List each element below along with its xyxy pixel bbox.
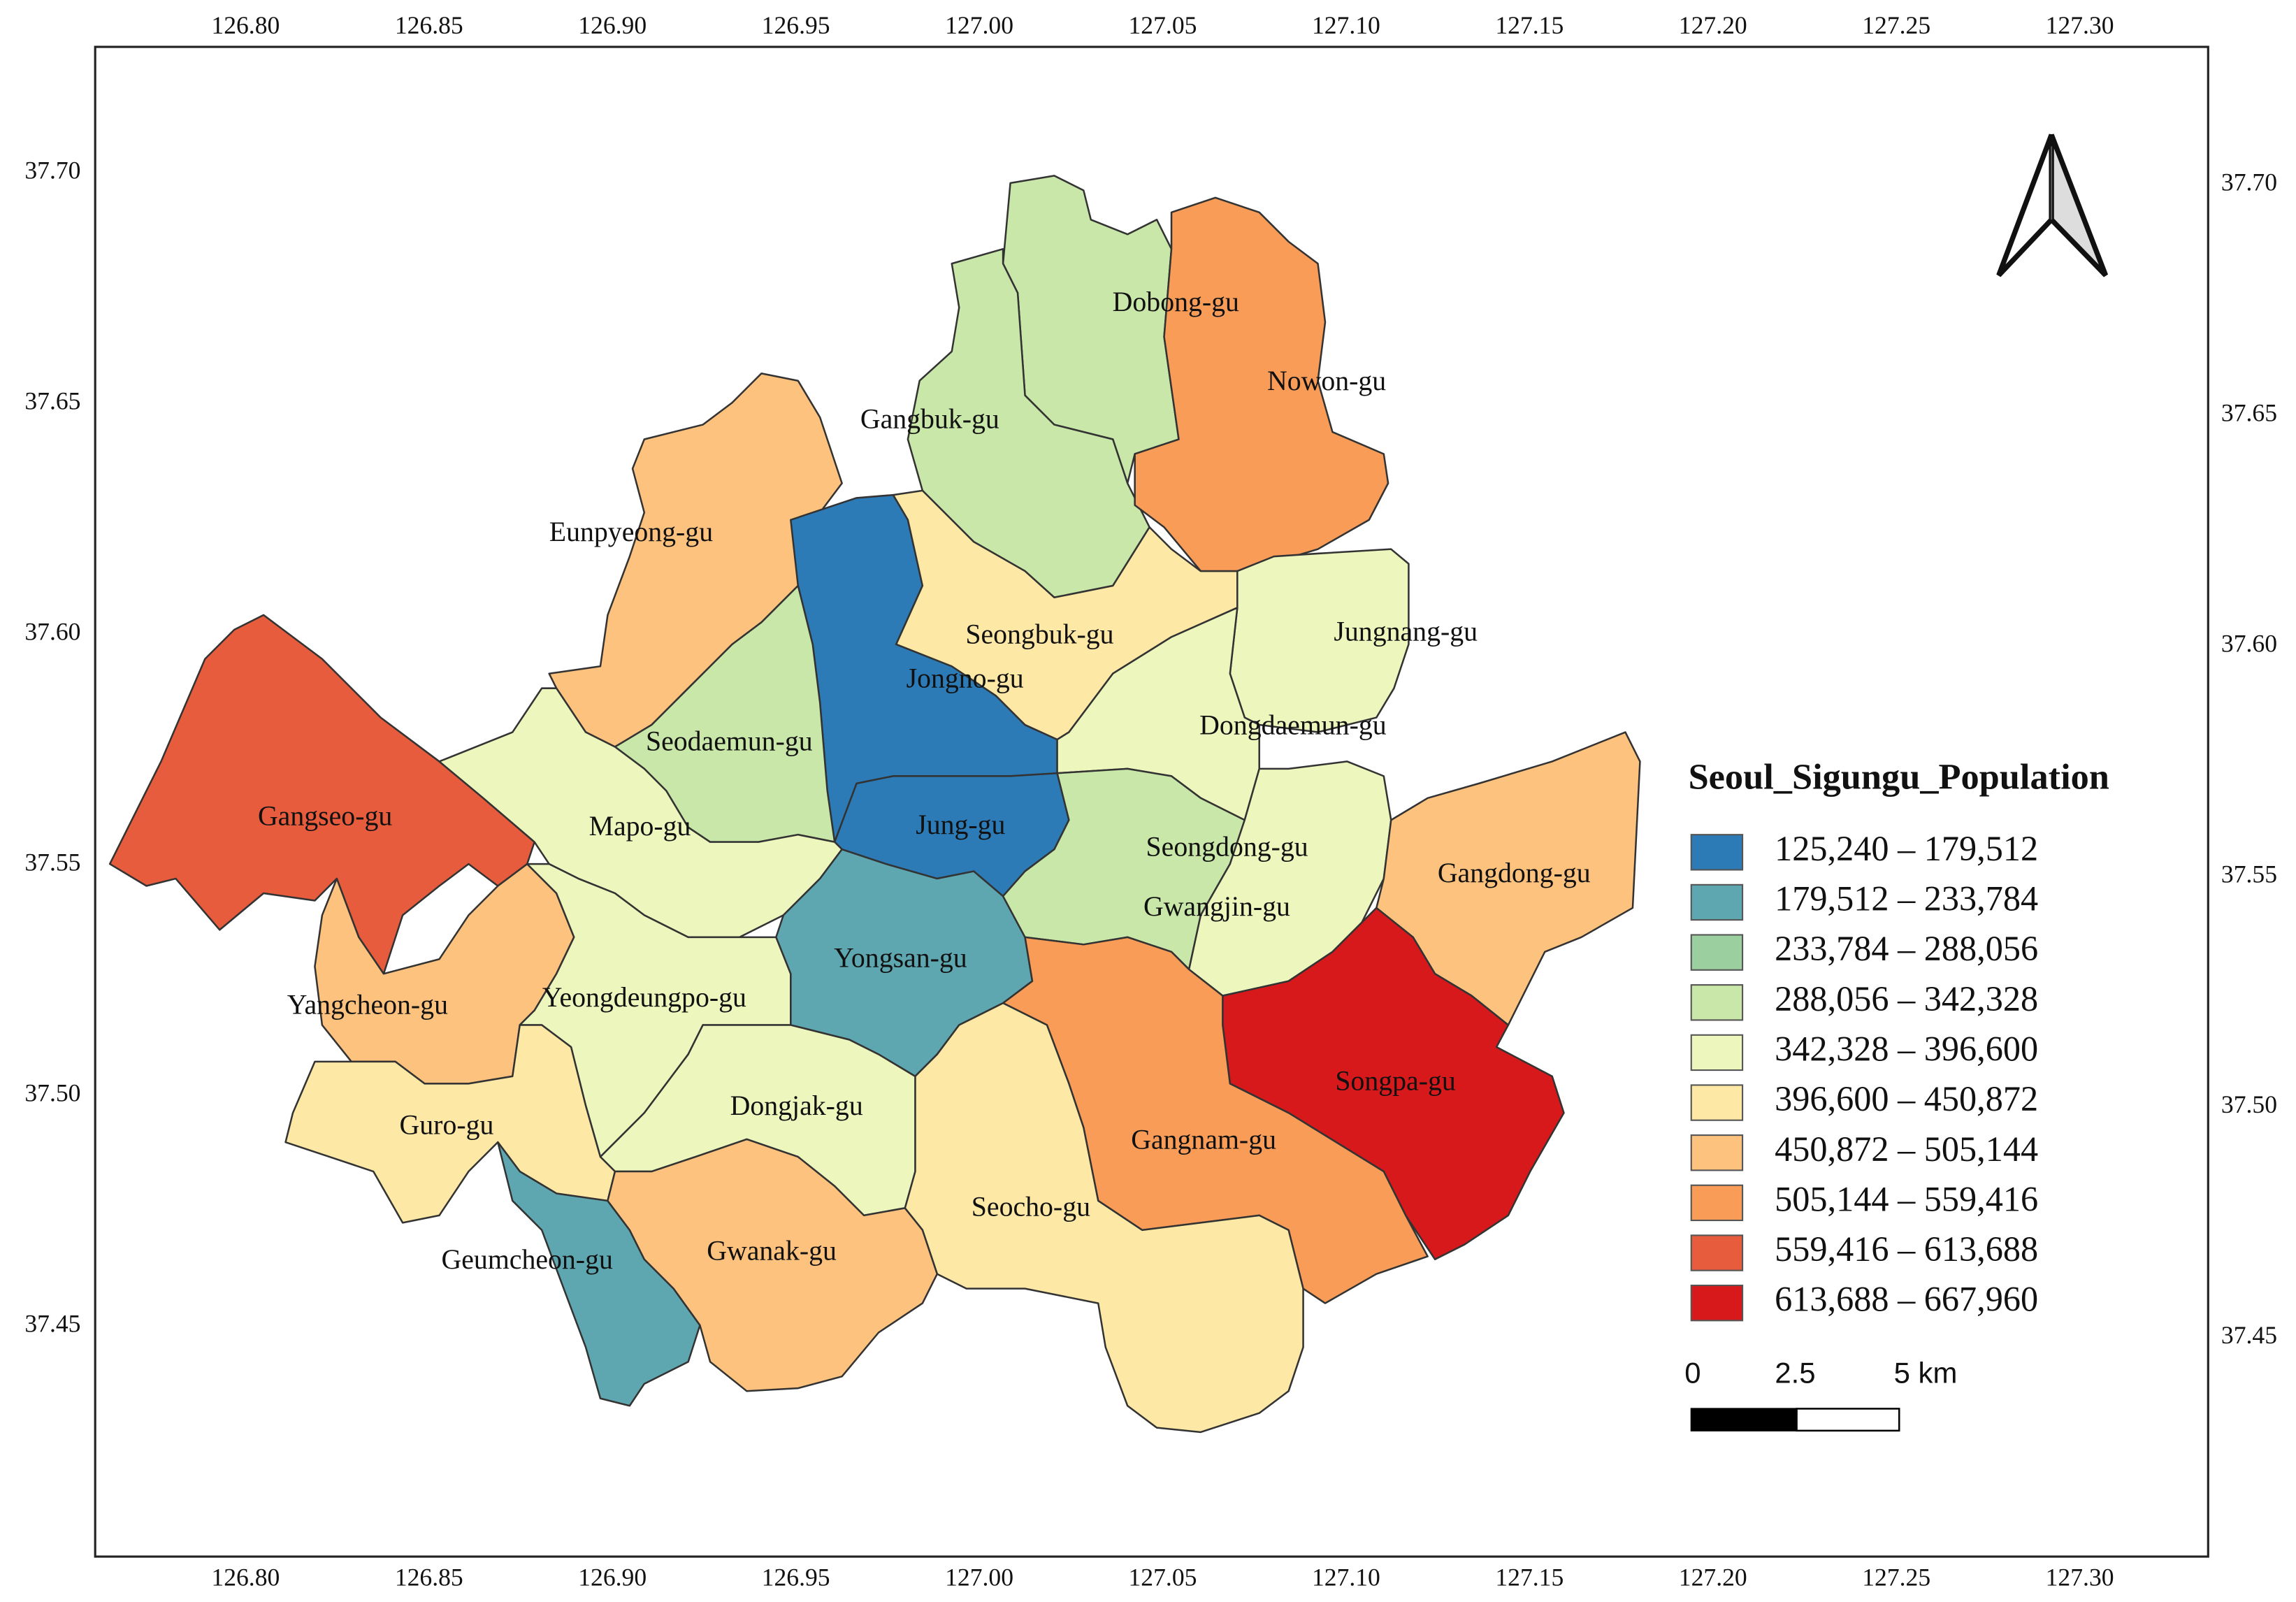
district-label: Mapo-gu (589, 811, 691, 842)
y-tick-label: 37.50 (2221, 1090, 2277, 1118)
y-tick-label: 37.65 (24, 387, 80, 415)
district-label: Guro-gu (400, 1109, 494, 1140)
x-tick-label: 127.30 (2046, 11, 2114, 39)
y-tick-label: 37.60 (2221, 629, 2277, 657)
legend-swatch (1690, 1184, 1744, 1222)
district-label: Dongjak-gu (730, 1090, 863, 1121)
y-tick-label: 37.60 (24, 618, 80, 646)
legend-swatch (1690, 1034, 1744, 1071)
district-label: Gangseo-gu (258, 800, 392, 831)
district-label: Songpa-gu (1335, 1065, 1456, 1096)
district-label: Gwanak-gu (707, 1236, 837, 1267)
district-label: Seongbuk-gu (965, 619, 1113, 649)
legend-swatch (1690, 834, 1744, 871)
map-frame (94, 45, 2209, 1558)
x-tick-label: 126.95 (762, 1564, 830, 1592)
legend-label: 179,512 – 233,784 (1775, 879, 2038, 918)
legend-title: Seoul_Sigungu_Population (1689, 757, 2109, 798)
legend-label: 613,688 – 667,960 (1775, 1280, 2038, 1319)
district-label: Yangcheon-gu (287, 990, 448, 1020)
district-shape (108, 614, 535, 975)
scale-label: 2.5 (1775, 1356, 1815, 1389)
district-label: Dobong-gu (1113, 287, 1239, 317)
district-label: Seocho-gu (972, 1192, 1090, 1222)
legend-swatch (1690, 1084, 1744, 1121)
district-shape (284, 1024, 616, 1224)
legend-label: 396,600 – 450,872 (1775, 1079, 2038, 1118)
x-tick-label: 126.90 (578, 1564, 647, 1592)
legend-label: 288,056 – 342,328 (1775, 979, 2038, 1018)
district-label: Nowon-gu (1267, 366, 1386, 396)
x-tick-label: 127.10 (1312, 11, 1380, 39)
legend: 125,240 – 179,512 179,512 – 233,784 233,78… (1690, 829, 2038, 1322)
district-label: Gangdong-gu (1438, 858, 1591, 888)
scale-bar: 0 2.5 5 km (1684, 1356, 1958, 1432)
y-tick-label: 37.55 (24, 848, 80, 876)
legend-label: 342,328 – 396,600 (1775, 1029, 2038, 1068)
district-label: Gwangjin-gu (1143, 891, 1290, 922)
district-label: Yongsan-gu (834, 942, 967, 973)
district-label: Jungnang-gu (1334, 616, 1478, 647)
district-label: Yeongdeungpo-gu (542, 982, 746, 1013)
x-tick-label: 127.25 (1862, 11, 1930, 39)
scale-label: 5 km (1894, 1356, 1958, 1389)
legend-swatch (1690, 1234, 1744, 1271)
district-label: Geumcheon-gu (442, 1244, 613, 1275)
x-tick-label: 127.00 (945, 1564, 1013, 1592)
y-tick-label: 37.45 (24, 1309, 80, 1337)
legend-swatch (1690, 883, 1744, 921)
x-tick-label: 126.85 (395, 1564, 463, 1592)
x-tick-label: 127.00 (945, 11, 1013, 39)
district-shape (904, 1002, 1304, 1434)
x-tick-label: 127.30 (2046, 1564, 2114, 1592)
legend-swatch (1690, 984, 1744, 1021)
y-tick-label: 37.45 (2221, 1321, 2277, 1349)
x-tick-label: 126.85 (395, 11, 463, 39)
x-tick-label: 126.90 (578, 11, 647, 39)
district-shape (1134, 196, 1389, 572)
district-shape (1222, 907, 1565, 1260)
district-label: Jongno-gu (907, 663, 1024, 693)
legend-label: 450,872 – 505,144 (1775, 1130, 2038, 1169)
district-shape (607, 1138, 939, 1392)
x-tick-label: 127.15 (1495, 11, 1564, 39)
y-tick-label: 37.50 (24, 1078, 80, 1106)
district-label: Seodaemun-gu (646, 726, 813, 756)
scale-label: 0 (1684, 1356, 1701, 1389)
legend-label: 233,784 – 288,056 (1775, 929, 2038, 968)
y-tick-label: 37.55 (2221, 860, 2277, 888)
x-tick-label: 127.15 (1495, 1564, 1564, 1592)
legend-swatch (1690, 1134, 1744, 1171)
x-tick-label: 126.80 (211, 11, 280, 39)
x-tick-label: 127.10 (1312, 1564, 1380, 1592)
x-tick-label: 126.80 (211, 1564, 280, 1592)
y-tick-label: 37.70 (2221, 168, 2277, 196)
x-tick-label: 127.05 (1129, 11, 1197, 39)
legend-label: 125,240 – 179,512 (1775, 829, 2038, 868)
y-tick-label: 37.65 (2221, 398, 2277, 426)
district-label: Gangbuk-gu (860, 404, 999, 435)
district-shape (497, 1141, 701, 1407)
district-label: Gangnam-gu (1131, 1124, 1276, 1155)
x-tick-label: 127.25 (1862, 1564, 1930, 1592)
legend-swatch (1690, 1284, 1744, 1322)
district-label: Seongdong-gu (1146, 831, 1308, 862)
district-label: Jung-gu (916, 809, 1005, 840)
north-arrow (1996, 134, 2109, 277)
district-label: Eunpyeong-gu (549, 517, 713, 547)
x-tick-label: 127.05 (1129, 1564, 1197, 1592)
legend-label: 505,144 – 559,416 (1775, 1179, 2038, 1218)
x-tick-label: 127.20 (1679, 1564, 1747, 1592)
legend-label: 559,416 – 613,688 (1775, 1229, 2038, 1269)
x-tick-label: 127.20 (1679, 11, 1747, 39)
district-labels: Dobong-gu Gangbuk-gu Nowon-gu Eunpyeong-… (258, 287, 1591, 1275)
districts (108, 175, 1641, 1434)
x-tick-label: 126.95 (762, 11, 830, 39)
legend-swatch (1690, 934, 1744, 971)
district-label: Dongdaemun-gu (1199, 709, 1387, 740)
y-tick-label: 37.70 (24, 157, 80, 185)
